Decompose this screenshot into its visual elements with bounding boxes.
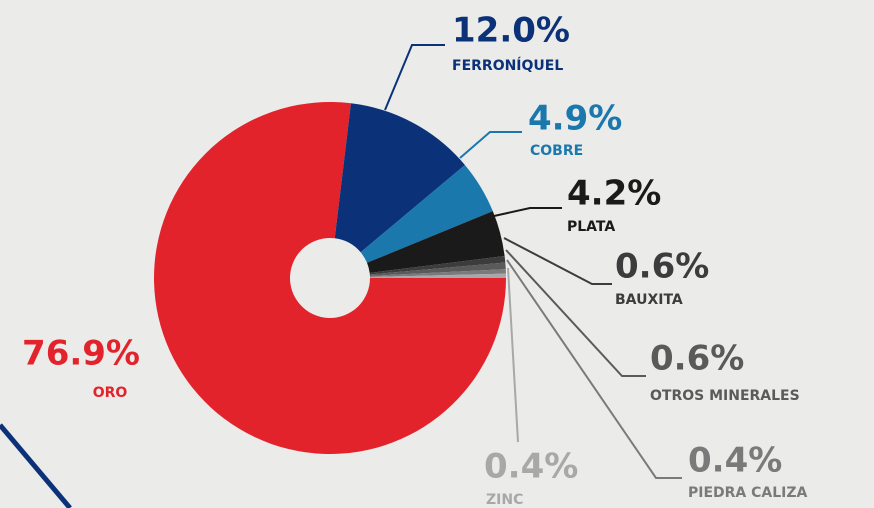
leader-line <box>503 237 612 285</box>
slice <box>369 273 506 278</box>
decor-line <box>0 423 72 508</box>
value-label: 0.4% <box>484 447 578 487</box>
value-label: 0.6% <box>615 247 709 287</box>
category-label: PLATA <box>567 219 615 235</box>
category-label: COBRE <box>530 143 583 159</box>
slice <box>367 211 505 273</box>
value-label: 0.4% <box>688 441 782 481</box>
category-label: ZINC <box>486 492 523 508</box>
slice <box>369 269 506 277</box>
slice <box>369 255 506 275</box>
value-label: 4.9% <box>528 99 622 139</box>
slice <box>153 102 506 455</box>
category-label: PIEDRA CALIZA <box>688 485 808 501</box>
leader-line <box>506 259 682 479</box>
leader-line <box>384 44 445 111</box>
value-label: 4.2% <box>567 174 661 214</box>
leader-line <box>505 249 646 377</box>
category-label: OTROS MINERALES <box>650 388 800 404</box>
slice <box>369 262 506 276</box>
value-label: 0.6% <box>650 339 744 379</box>
value-label: 76.9% <box>22 334 140 374</box>
leader-line <box>507 267 519 443</box>
category-label: BAUXITA <box>615 292 683 308</box>
value-label: 12.0% <box>452 11 570 51</box>
slice <box>360 164 493 263</box>
slice <box>334 103 465 253</box>
category-label: ORO <box>93 385 128 401</box>
category-label: FERRONÍQUEL <box>452 57 563 74</box>
leader-line <box>493 207 562 217</box>
leader-line <box>459 131 522 159</box>
